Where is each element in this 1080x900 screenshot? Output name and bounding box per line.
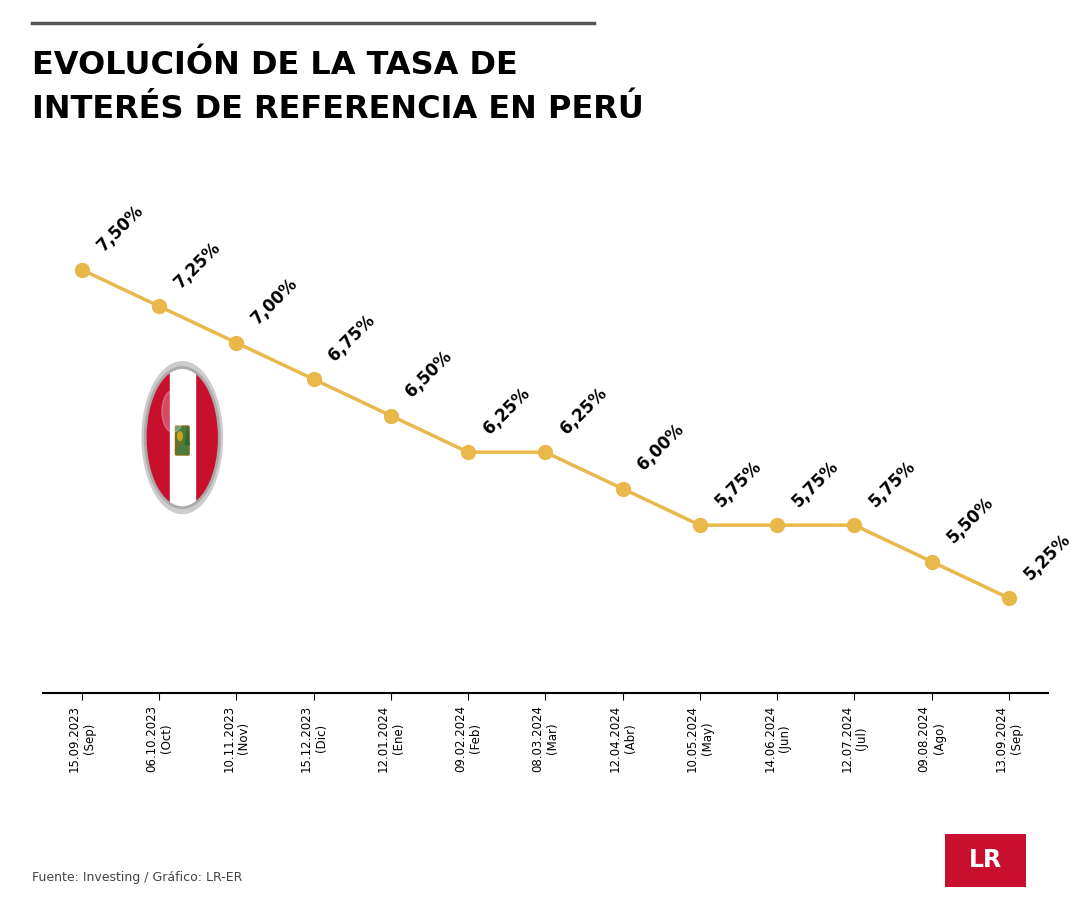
Bar <box>145 367 170 508</box>
Circle shape <box>143 362 222 514</box>
Circle shape <box>145 367 219 508</box>
Text: 6,75%: 6,75% <box>325 311 379 364</box>
Text: LR: LR <box>969 849 1002 872</box>
FancyBboxPatch shape <box>175 426 189 455</box>
Text: 6,50%: 6,50% <box>403 347 456 401</box>
Text: EVOLUCIÓN DE LA TASA DE: EVOLUCIÓN DE LA TASA DE <box>32 50 518 80</box>
Circle shape <box>162 391 184 432</box>
Text: Fuente: Investing / Gráfico: LR-ER: Fuente: Investing / Gráfico: LR-ER <box>32 871 243 884</box>
Text: 6,25%: 6,25% <box>480 384 534 437</box>
Text: 5,75%: 5,75% <box>866 457 919 510</box>
Text: 7,00%: 7,00% <box>248 274 301 328</box>
Text: INTERÉS DE REFERENCIA EN PERÚ: INTERÉS DE REFERENCIA EN PERÚ <box>32 94 645 125</box>
Text: 7,25%: 7,25% <box>171 238 225 292</box>
Bar <box>170 367 194 508</box>
Text: 6,00%: 6,00% <box>634 420 688 474</box>
Text: 7,50%: 7,50% <box>93 202 147 256</box>
Circle shape <box>177 432 183 440</box>
Text: 5,75%: 5,75% <box>712 457 765 510</box>
Bar <box>194 367 219 508</box>
Polygon shape <box>186 428 189 445</box>
Text: 5,50%: 5,50% <box>943 494 997 547</box>
Text: 5,75%: 5,75% <box>788 457 842 510</box>
Text: 5,25%: 5,25% <box>1021 530 1074 583</box>
Text: 6,25%: 6,25% <box>557 384 610 437</box>
